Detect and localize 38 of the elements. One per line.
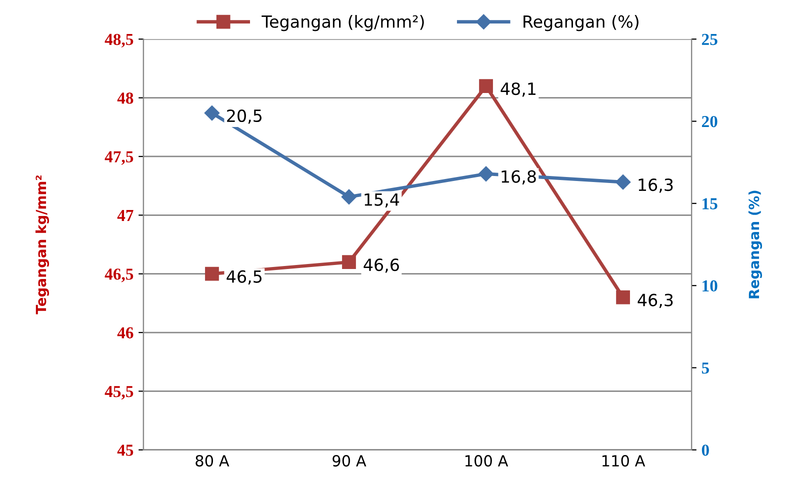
- point: [341, 189, 357, 204]
- x-tick-label: 110 A: [602, 455, 646, 467]
- y2-tick-label: 15: [702, 198, 718, 210]
- point: [342, 255, 356, 270]
- point: [616, 290, 630, 304]
- data-label: 15,4: [364, 193, 400, 208]
- x-tick-label: 90 A: [332, 455, 366, 467]
- y2-axis-title: Regangan (%): [748, 190, 762, 298]
- y2-tick-label: 0: [702, 444, 709, 456]
- point: [479, 79, 493, 94]
- y-tick-label: 48,5: [104, 34, 134, 48]
- x-tick-label: 100 A: [465, 455, 508, 467]
- data-label: 16,3: [638, 178, 673, 193]
- y-tick-label: 45,5: [104, 386, 134, 400]
- y2-tick-label: 5: [702, 362, 709, 374]
- y-tick-label: 47,5: [104, 151, 134, 165]
- data-label: 48,1: [500, 82, 536, 97]
- y-tick-label: 45: [117, 444, 134, 456]
- y-tick-label: 47: [117, 210, 134, 221]
- data-label: 46,5: [226, 270, 262, 285]
- y-tick-label: 48: [117, 92, 134, 104]
- x-tick-label: 80 A: [196, 455, 230, 467]
- legend-label: Regangan (%): [524, 15, 638, 32]
- y2-tick-label: 20: [702, 116, 718, 128]
- y2-tick-label: 10: [702, 280, 718, 292]
- data-label: 16,8: [502, 170, 536, 185]
- point: [478, 166, 494, 182]
- data-label: 46,3: [638, 294, 673, 308]
- y-tick-label: 46: [117, 327, 134, 338]
- y-tick-label: 46,5: [104, 268, 134, 282]
- point: [205, 266, 219, 281]
- legend-label: Tegangan (kg/mm²): [262, 15, 424, 32]
- y2-tick-label: 25: [702, 34, 718, 46]
- data-label: 20,5: [227, 109, 262, 124]
- data-label: 46,6: [364, 258, 399, 273]
- y-axis-title: Tegangan kg/mm²: [35, 175, 50, 314]
- point: [615, 174, 631, 190]
- point: [204, 105, 220, 121]
